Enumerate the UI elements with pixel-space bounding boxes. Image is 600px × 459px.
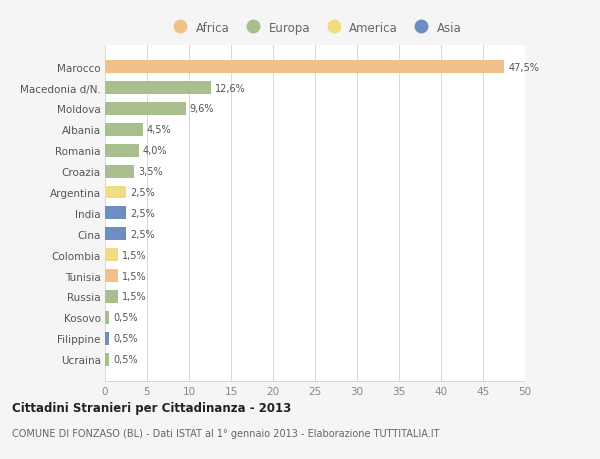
Text: 2,5%: 2,5% [130,188,155,197]
Bar [105,165,134,178]
Text: 12,6%: 12,6% [215,84,246,94]
Bar [105,311,109,324]
Text: 1,5%: 1,5% [122,250,146,260]
Text: 2,5%: 2,5% [130,208,155,218]
Text: 1,5%: 1,5% [122,271,146,281]
Bar [105,82,211,95]
Bar [105,332,109,345]
Text: 0,5%: 0,5% [113,354,138,364]
Bar [105,103,185,116]
Bar [105,186,126,199]
Bar [105,353,109,366]
Text: 0,5%: 0,5% [113,333,138,343]
Text: 1,5%: 1,5% [122,292,146,302]
Legend: Africa, Europa, America, Asia: Africa, Europa, America, Asia [164,17,466,39]
Bar [105,123,143,137]
Text: 3,5%: 3,5% [139,167,163,177]
Text: 47,5%: 47,5% [508,62,539,73]
Text: 0,5%: 0,5% [113,313,138,323]
Bar [105,228,126,241]
Bar [105,61,504,74]
Text: Cittadini Stranieri per Cittadinanza - 2013: Cittadini Stranieri per Cittadinanza - 2… [12,401,291,414]
Bar [105,145,139,157]
Text: 4,0%: 4,0% [143,146,167,156]
Bar [105,207,126,220]
Bar [105,269,118,282]
Text: COMUNE DI FONZASO (BL) - Dati ISTAT al 1° gennaio 2013 - Elaborazione TUTTITALIA: COMUNE DI FONZASO (BL) - Dati ISTAT al 1… [12,428,439,438]
Bar [105,290,118,303]
Text: 9,6%: 9,6% [190,104,214,114]
Bar [105,249,118,262]
Text: 2,5%: 2,5% [130,230,155,239]
Text: 4,5%: 4,5% [147,125,172,135]
